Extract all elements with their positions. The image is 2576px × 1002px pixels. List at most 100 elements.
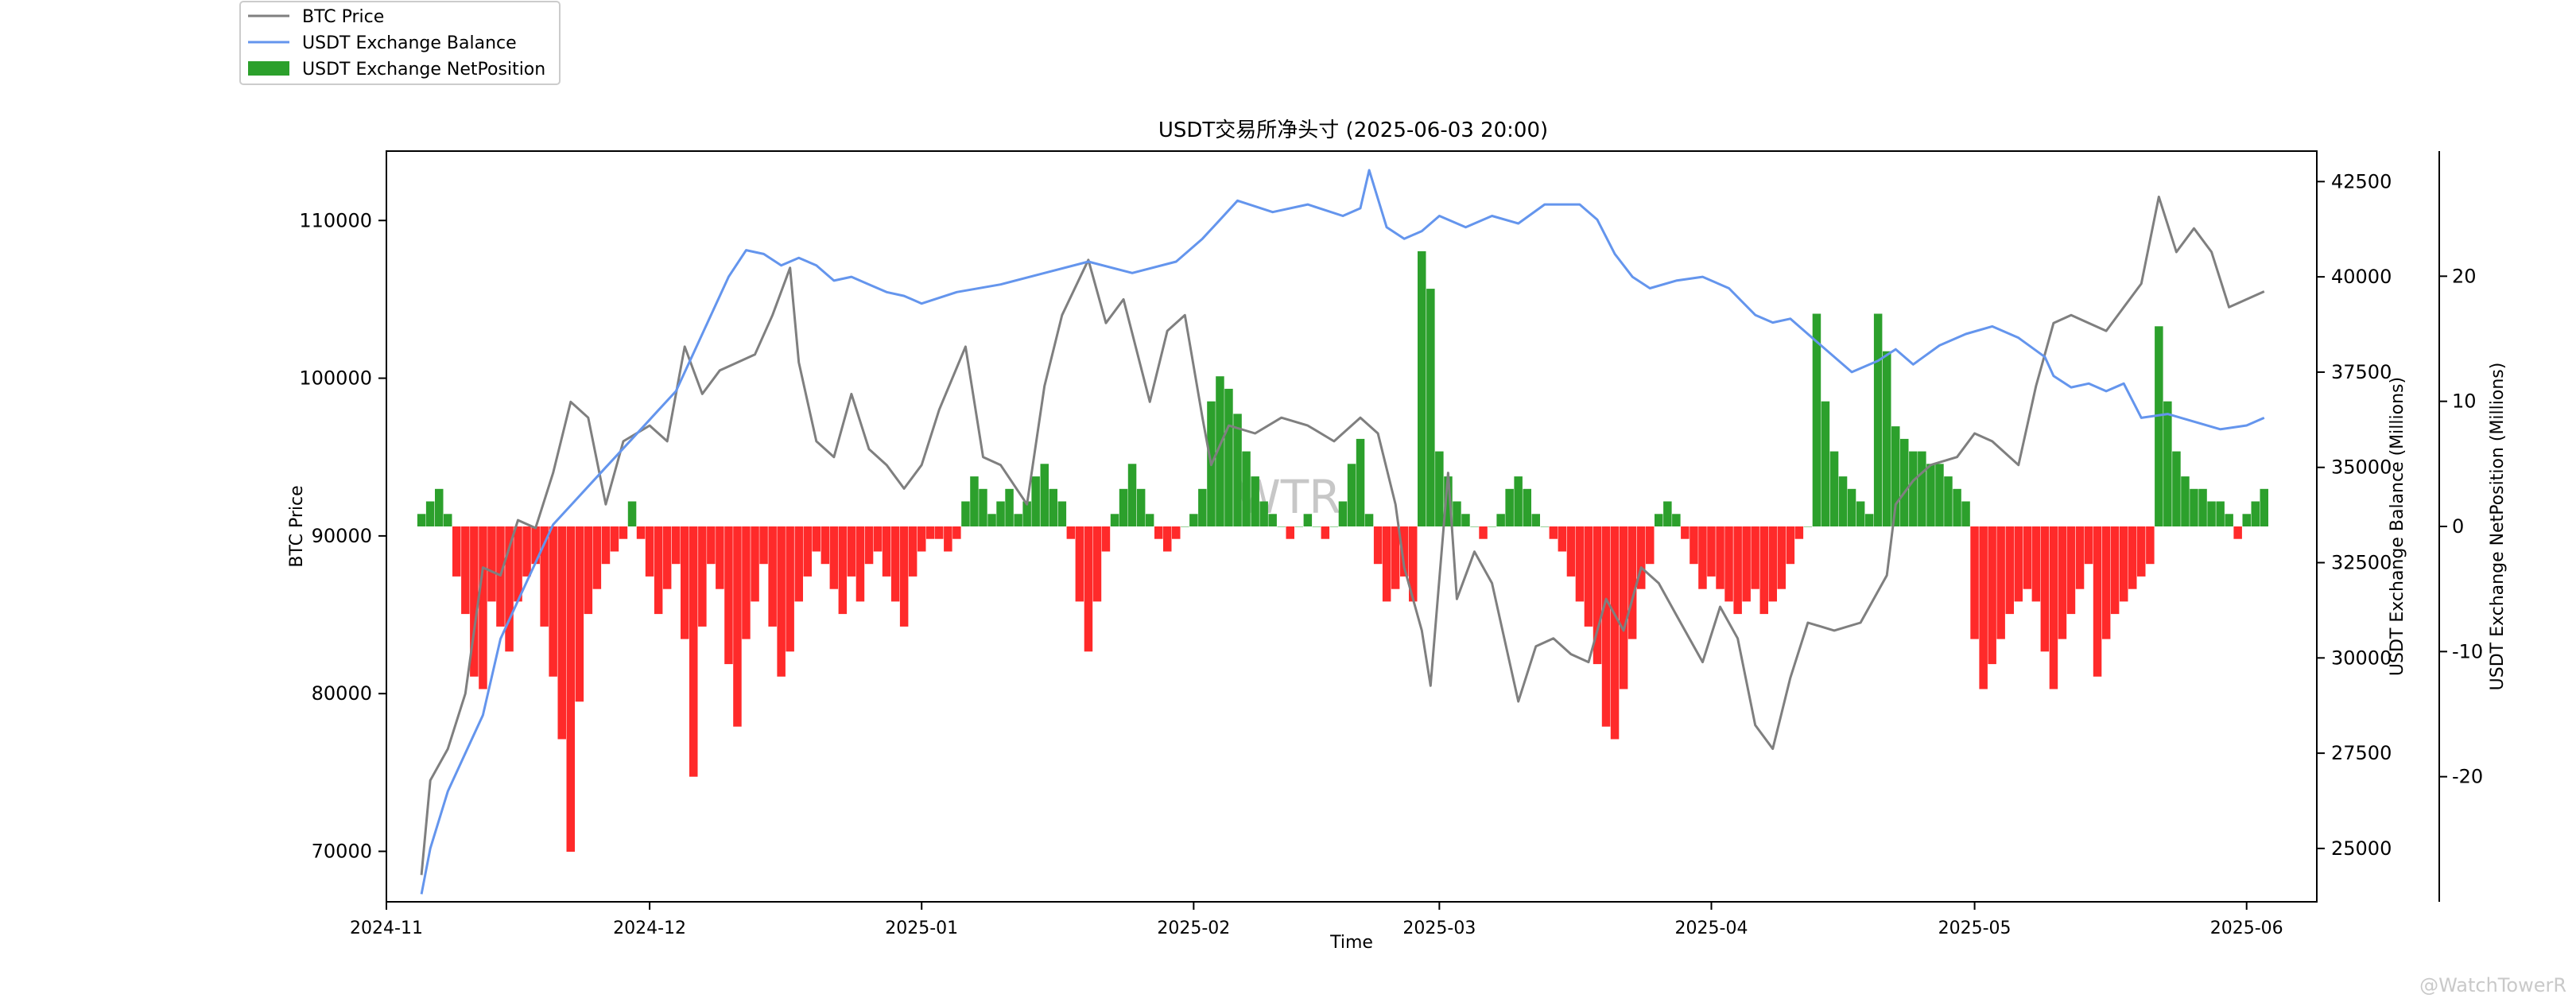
netposition-bar [829, 526, 839, 589]
netposition-bar [645, 526, 654, 577]
netposition-bar [1418, 250, 1426, 526]
netposition-bar [1672, 514, 1681, 526]
netposition-bar [1040, 464, 1049, 526]
netposition-bar [1751, 526, 1759, 589]
netposition-bar [1181, 526, 1189, 527]
netposition-bar [1698, 526, 1707, 589]
right1-y-tick-label: 37500 [2331, 361, 2392, 383]
netposition-bar [952, 526, 961, 539]
netposition-bar [1540, 526, 1550, 527]
netposition-bar [1259, 501, 1268, 526]
netposition-bar [1312, 526, 1321, 527]
netposition-bar [2040, 526, 2050, 652]
watermark-credit: @WatchTowerR [2419, 974, 2566, 996]
netposition-bar [1496, 514, 1505, 526]
netposition-bar [899, 526, 909, 627]
netposition-bar [794, 526, 803, 602]
left-y-tick-label: 90000 [312, 525, 372, 547]
netposition-bar [1935, 464, 1944, 526]
netposition-bar [1057, 501, 1067, 526]
netposition-bar [1505, 488, 1514, 526]
left-y-tick-label: 110000 [299, 209, 372, 231]
netposition-bar [1453, 501, 1461, 526]
netposition-bars [417, 250, 2268, 852]
legend-swatch-netposition [248, 61, 289, 76]
netposition-bar [1961, 501, 1970, 526]
netposition-bar [2181, 476, 2190, 526]
netposition-bar [1242, 451, 1251, 526]
netposition-bar [1690, 526, 1698, 565]
netposition-bar [1127, 464, 1137, 526]
plot-frame [386, 150, 2318, 903]
netposition-bar [1953, 488, 1961, 526]
netposition-bar [821, 526, 830, 565]
netposition-bar [944, 526, 952, 552]
netposition-bar [1909, 451, 1918, 526]
netposition-bar [742, 526, 751, 639]
netposition-bar [1610, 526, 1620, 740]
netposition-bar [1724, 526, 1733, 602]
netposition-bar [1435, 451, 1444, 526]
netposition-bar [2155, 326, 2163, 526]
netposition-bar [1549, 526, 1558, 539]
x-tick-label: 2025-01 [885, 918, 958, 938]
netposition-bar [838, 526, 848, 615]
netposition-bar [2101, 526, 2111, 639]
netposition-bar [1566, 526, 1576, 577]
netposition-bar [1461, 514, 1470, 526]
netposition-bar [1988, 526, 1996, 665]
right2-y-tick-label: 0 [2452, 515, 2464, 538]
netposition-bar [1294, 526, 1303, 527]
netposition-bar [1251, 476, 1259, 526]
netposition-bar [882, 526, 891, 577]
netposition-bar [1382, 526, 1391, 602]
netposition-bar [444, 514, 452, 526]
netposition-bar [2137, 526, 2146, 577]
netposition-bar [1479, 526, 1488, 539]
netposition-bar [1996, 526, 2005, 639]
netposition-bar [1794, 526, 1804, 539]
netposition-bar [1224, 388, 1233, 526]
netposition-bar [1829, 451, 1839, 526]
netposition-bar [970, 476, 979, 526]
netposition-bar [1347, 464, 1356, 526]
netposition-bar [1646, 526, 1655, 565]
netposition-bar [1856, 501, 1865, 526]
netposition-bar [689, 526, 698, 777]
series-lines [420, 169, 2265, 895]
netposition-bar [2014, 526, 2023, 602]
netposition-bar [1488, 526, 1496, 527]
netposition-bar [672, 526, 681, 565]
right1-y-tick-label: 27500 [2331, 742, 2392, 764]
netposition-bar [996, 501, 1005, 526]
right2-y-tick-label: -20 [2452, 766, 2483, 788]
netposition-bar [1110, 514, 1119, 526]
netposition-bar [890, 526, 900, 602]
netposition-bar [601, 526, 611, 565]
netposition-bar [584, 526, 593, 615]
netposition-bar [662, 526, 672, 589]
netposition-bar [1233, 414, 1242, 526]
right2-y-tick-label: -10 [2452, 640, 2483, 662]
netposition-bar [2066, 526, 2076, 615]
netposition-bar [1066, 526, 1076, 539]
netposition-bar [1216, 376, 1224, 526]
netposition-bar [1637, 526, 1646, 589]
netposition-bar [1391, 526, 1400, 589]
netposition-bar [1356, 438, 1365, 526]
netposition-bar [592, 526, 602, 589]
netposition-bar [1584, 526, 1593, 627]
netposition-bar [681, 526, 689, 639]
netposition-bar [1803, 526, 1813, 527]
netposition-bar [1014, 514, 1022, 526]
netposition-bar [1733, 526, 1742, 615]
netposition-bar [654, 526, 663, 615]
legend: BTC Price USDT Exchange Balance USDT Excha… [239, 1, 561, 85]
netposition-bar [619, 526, 628, 539]
legend-label: BTC Price [302, 7, 384, 27]
netposition-bar [751, 526, 759, 602]
netposition-bar [1838, 476, 1848, 526]
x-tick-label: 2024-11 [350, 918, 423, 938]
left-y-tick-label: 70000 [312, 841, 372, 863]
netposition-bar [1558, 526, 1567, 552]
